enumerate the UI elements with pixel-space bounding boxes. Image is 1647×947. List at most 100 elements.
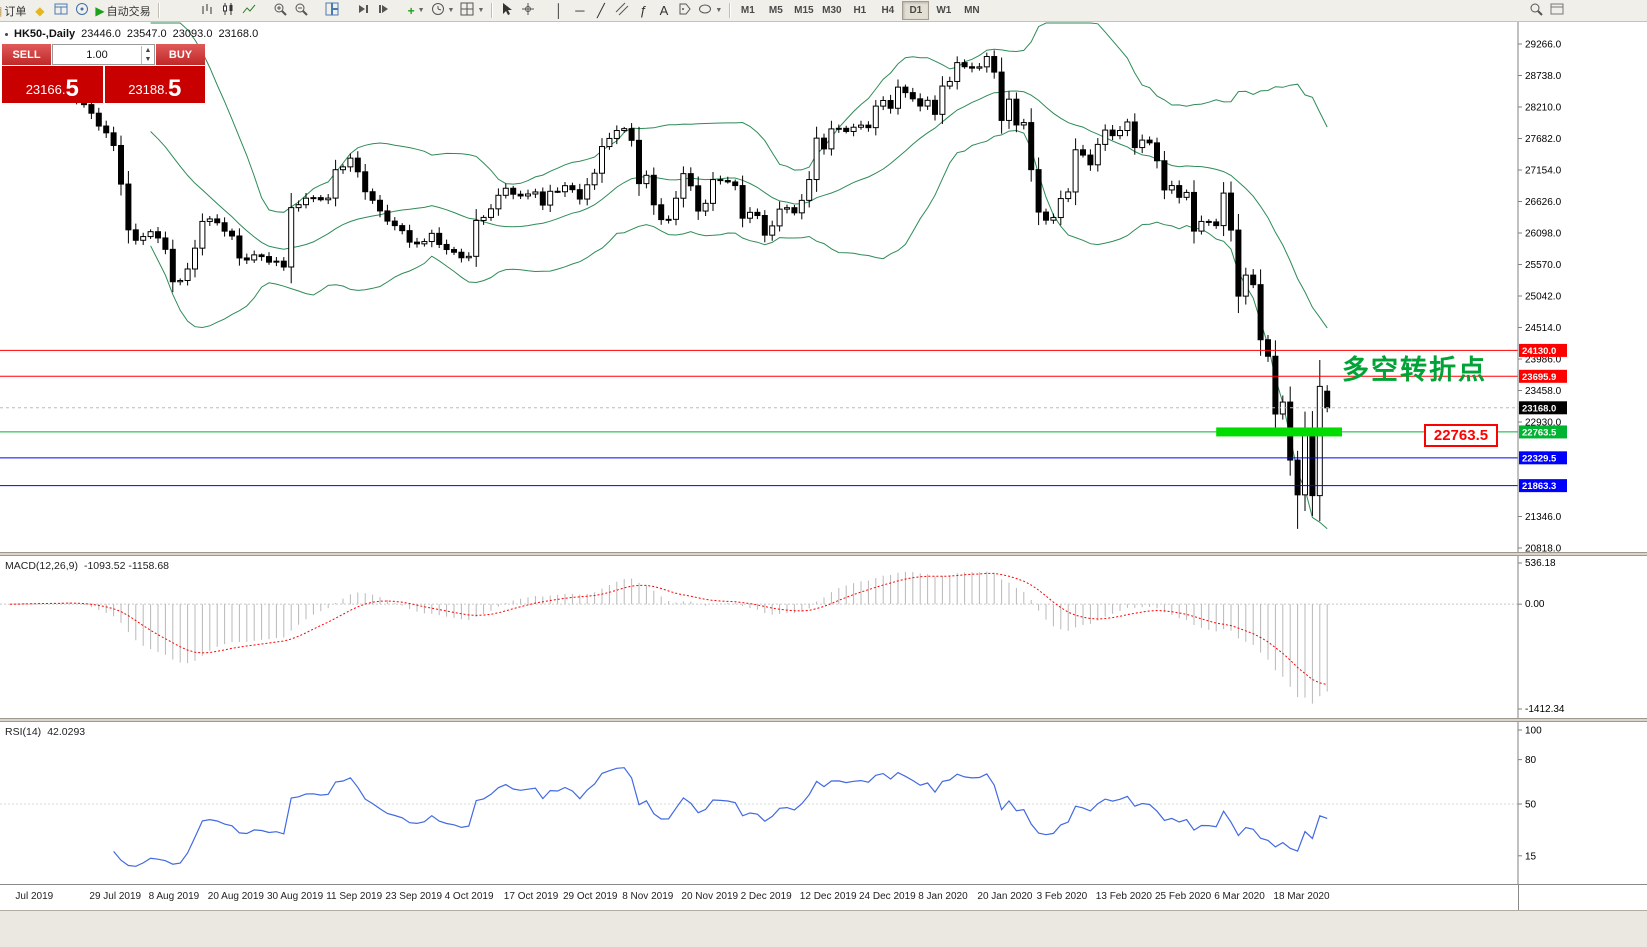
zoom-out-button[interactable] [291, 1, 312, 20]
channel-button[interactable] [611, 1, 632, 20]
resistance-line-upper-axis-box [1519, 343, 1567, 357]
rsi-tick-label: 15 [1525, 851, 1537, 862]
main-chart-canvas[interactable]: 29266.0 28738.0 28210.0 27682.0 27154.0 26626… [0, 22, 1647, 552]
market-watch-icon: ◆ [35, 3, 45, 18]
shapes-button[interactable]: ▼ [695, 1, 725, 20]
time-axis-label: 18 Mar 2020 [1273, 891, 1330, 902]
resistance-line-upper-axis-label: 24130.0 [1522, 346, 1556, 357]
macd-pane-canvas[interactable]: 536.18 0.00 -1412.34 [0, 556, 1647, 718]
autotrading-label: 自动交易 [106, 5, 151, 18]
autotrading-button[interactable]: ▶ 自动交易 [92, 1, 153, 20]
new-order-button[interactable]: ▤ 订单 [0, 1, 29, 20]
price-callout-box[interactable]: 22763.5 [1424, 424, 1498, 447]
bar-chart-icon [200, 2, 214, 19]
axis-corner [1518, 885, 1519, 911]
toolbar-separator [729, 3, 731, 18]
volume-spinner[interactable]: ▲ ▼ [141, 45, 154, 64]
candlestick-chart-button[interactable] [218, 1, 239, 20]
support-line-green-axis-box [1519, 425, 1567, 439]
horizontal-line-icon: ─ [575, 3, 585, 18]
search-button[interactable] [1525, 1, 1546, 20]
time-axis-label: 24 Dec 2019 [859, 891, 916, 902]
auto-scroll-button[interactable] [353, 1, 374, 20]
macd-name: MACD(12,26,9) [5, 560, 78, 572]
timeframe-m5-button[interactable]: M5 [768, 5, 783, 16]
navigator-button[interactable] [71, 1, 92, 20]
status-dot-icon [5, 32, 8, 36]
chevron-down-icon: ▼ [417, 7, 425, 14]
data-window-icon [54, 2, 68, 19]
price-tick-label: 21346.0 [1525, 512, 1562, 523]
timeframe-m30-button[interactable]: M30 [822, 5, 842, 16]
trendline-button[interactable]: ╱ [590, 1, 611, 20]
pane-splitter[interactable] [0, 718, 1647, 722]
add-indicator-button[interactable]: + ▼ [405, 1, 428, 20]
price-tick-label: 28210.0 [1525, 103, 1562, 114]
time-axis-label: 4 Oct 2019 [444, 891, 494, 902]
search-icon [1529, 2, 1543, 19]
sell-price-display[interactable]: 23166. 5 [2, 66, 103, 103]
time-axis-label: 20 Nov 2019 [681, 891, 739, 902]
period-button[interactable]: ▼ [428, 1, 458, 20]
chart-shift-icon [377, 2, 391, 19]
timeframe-d1-button[interactable]: D1 [902, 1, 930, 20]
status-strip [0, 910, 1647, 947]
zoom-in-button[interactable] [270, 1, 291, 20]
timeframe-h1-button[interactable]: H1 [853, 5, 867, 16]
timeframe-group: M1 M5 M15 M30 H1 H4 D1 W1 MN [734, 1, 985, 20]
timeframe-h4-button[interactable]: H4 [881, 5, 895, 16]
volume-field[interactable]: 1.00 ▲ ▼ [52, 44, 155, 65]
time-axis-label: 17 Oct 2019 [503, 891, 559, 902]
turning-point-annotation[interactable]: 多空转折点 [1342, 355, 1487, 385]
data-window-button[interactable] [50, 1, 71, 20]
horizontal-line-button[interactable]: ─ [569, 1, 590, 20]
buy-button[interactable]: BUY [156, 44, 205, 65]
text-label-button[interactable] [674, 1, 695, 20]
crosshair-button[interactable] [517, 1, 538, 20]
cursor-button[interactable] [496, 1, 517, 20]
macd-indicator-label: MACD(12,26,9) -1093.52 -1158.68 [5, 560, 169, 572]
fibonacci-button[interactable]: ƒ [632, 1, 653, 20]
support-line-blue-2-axis-box [1519, 479, 1567, 493]
market-watch-button[interactable]: ◆ [29, 1, 50, 20]
vertical-line-button[interactable]: │ [548, 1, 569, 20]
shapes-icon [698, 2, 712, 19]
time-axis-label: 8 Aug 2019 [148, 891, 200, 902]
template-button[interactable]: ▼ [457, 1, 487, 20]
time-axis-label: Jul 2019 [15, 891, 54, 902]
time-axis-label: 8 Nov 2019 [622, 891, 674, 902]
line-chart-button[interactable] [239, 1, 260, 20]
text-button[interactable]: A [653, 1, 674, 20]
tile-windows-button[interactable] [322, 1, 343, 20]
current-price-axis-label: 23168.0 [1522, 403, 1556, 414]
rsi-pane-canvas[interactable]: 100 80 50 15 [0, 722, 1647, 884]
timeframe-w1-button[interactable]: W1 [936, 5, 952, 16]
time-axis-label: 13 Feb 2020 [1095, 891, 1152, 902]
sell-button[interactable]: SELL [2, 44, 51, 65]
spinner-up-icon[interactable]: ▲ [144, 46, 152, 54]
price-tick-label: 26098.0 [1525, 229, 1562, 240]
sell-price-main: 23166. [25, 82, 66, 97]
timeframe-mn-button[interactable]: MN [964, 5, 980, 16]
text-icon: A [659, 3, 669, 18]
candlestick-chart-icon [221, 2, 235, 19]
time-axis[interactable]: Jul 2019 29 Jul 2019 8 Aug 2019 20 Aug 2019… [0, 884, 1647, 911]
trendline-icon: ╱ [596, 2, 605, 18]
time-axis-label: 11 Sep 2019 [326, 891, 383, 902]
timeframe-m1-button[interactable]: M1 [740, 5, 755, 16]
template-grid-icon [460, 2, 474, 19]
bar-chart-button[interactable] [197, 1, 218, 20]
symbol-period: HK50-,Daily [14, 28, 76, 40]
price-tick-label: 25042.0 [1525, 292, 1562, 303]
time-axis-label: 8 Jan 2020 [918, 891, 968, 902]
buy-price-display[interactable]: 23188. 5 [104, 66, 205, 103]
toolbar-separator [157, 3, 159, 18]
window-list-button[interactable] [1546, 1, 1567, 20]
spinner-down-icon[interactable]: ▼ [144, 55, 152, 63]
chart-shift-button[interactable] [374, 1, 395, 20]
rsi-value: 42.0293 [47, 726, 86, 738]
pane-splitter[interactable] [0, 552, 1647, 556]
autotrading-play-icon: ▶ [95, 3, 105, 18]
time-axis-label: 3 Feb 2020 [1036, 891, 1088, 902]
timeframe-m15-button[interactable]: M15 [794, 5, 814, 16]
